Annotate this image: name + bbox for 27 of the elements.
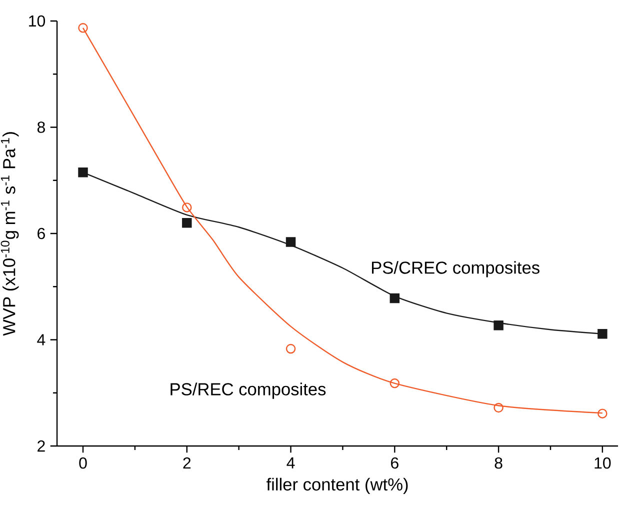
point bbox=[78, 23, 88, 33]
x-axis-title: filler content (wt%) bbox=[266, 478, 408, 494]
x-tick-label: 2 bbox=[183, 457, 191, 469]
point bbox=[390, 293, 400, 304]
y-tick-label: 6 bbox=[38, 228, 45, 240]
point bbox=[494, 320, 504, 330]
text: PS/REC composites bbox=[170, 382, 326, 399]
text: WVP (x10$^{-10}$g m$^{-1}$ s$^{-1}$ Pa$^{-1}$) bbox=[0, 132, 19, 336]
x-tick-label: 4 bbox=[286, 457, 295, 468]
y-tick-label: 4 bbox=[37, 334, 46, 346]
y-tick-label: 10 bbox=[29, 15, 46, 27]
point bbox=[182, 202, 192, 212]
point bbox=[494, 402, 504, 413]
y-tick-label: 8 bbox=[37, 122, 45, 133]
point bbox=[182, 218, 192, 228]
series-label: PS/CREC composites bbox=[372, 261, 540, 278]
point bbox=[598, 329, 608, 339]
x-tick-label: 0 bbox=[79, 457, 87, 469]
point bbox=[286, 344, 296, 354]
point bbox=[390, 378, 400, 388]
x-tick-label: 8 bbox=[494, 457, 502, 469]
point bbox=[598, 408, 608, 418]
point bbox=[286, 237, 296, 247]
x-tick-label: 6 bbox=[391, 457, 398, 469]
y-tick-label: 2 bbox=[38, 440, 45, 452]
point bbox=[78, 168, 88, 178]
x-tick-label: 10 bbox=[594, 457, 611, 469]
